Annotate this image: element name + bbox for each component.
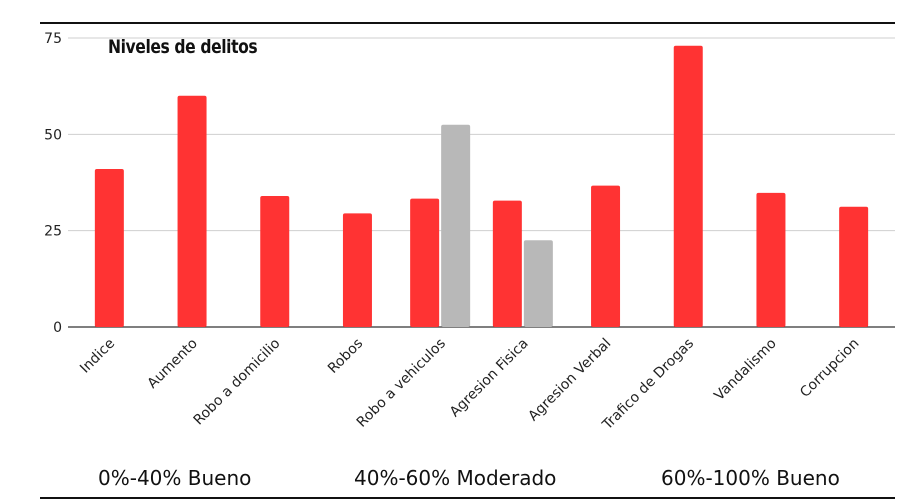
bar-primary bbox=[410, 198, 440, 327]
chart-title: Niveles de delitos bbox=[108, 36, 258, 58]
top-rule bbox=[40, 22, 895, 24]
bar-primary bbox=[839, 206, 869, 327]
bar-primary bbox=[342, 213, 372, 327]
legend-range-low: 0%-40% Bueno bbox=[98, 466, 252, 490]
y-tick-labels: 0 25 50 75 bbox=[44, 31, 62, 336]
bar-primary bbox=[94, 169, 124, 327]
x-tick-label: Aumento bbox=[145, 336, 201, 392]
bottom-rule bbox=[40, 497, 895, 499]
x-tick-label: Vandalismo bbox=[711, 336, 779, 404]
x-tick-label: Indice bbox=[77, 336, 118, 377]
y-tick-label: 75 bbox=[44, 31, 62, 47]
bar-secondary bbox=[523, 240, 553, 327]
legend-range-high: 60%-100% Bueno bbox=[661, 466, 840, 490]
y-tick-label: 50 bbox=[44, 127, 62, 143]
bar-primary bbox=[673, 45, 703, 327]
bar-primary bbox=[591, 185, 621, 327]
x-tick-label: Corrupcion bbox=[797, 336, 862, 401]
x-tick-label: Robo a domicilio bbox=[191, 336, 284, 429]
bar-primary bbox=[756, 192, 786, 327]
x-tick-label: Robos bbox=[325, 336, 366, 377]
legend-range-mid: 40%-60% Moderado bbox=[354, 466, 557, 490]
bars bbox=[94, 45, 869, 327]
bar-primary bbox=[260, 195, 290, 327]
bar-primary bbox=[177, 95, 207, 327]
y-tick-label: 0 bbox=[53, 320, 62, 336]
bar-secondary bbox=[441, 124, 471, 327]
x-tick-label: Agresion Fisica bbox=[447, 336, 532, 421]
bar-primary bbox=[492, 200, 522, 327]
x-tick-label: Robo a vehiculos bbox=[354, 336, 449, 431]
x-tick-label: Trafico de Drogas bbox=[599, 336, 697, 434]
x-tick-label: Agresion Verbal bbox=[525, 336, 614, 425]
y-tick-label: 25 bbox=[44, 224, 62, 240]
